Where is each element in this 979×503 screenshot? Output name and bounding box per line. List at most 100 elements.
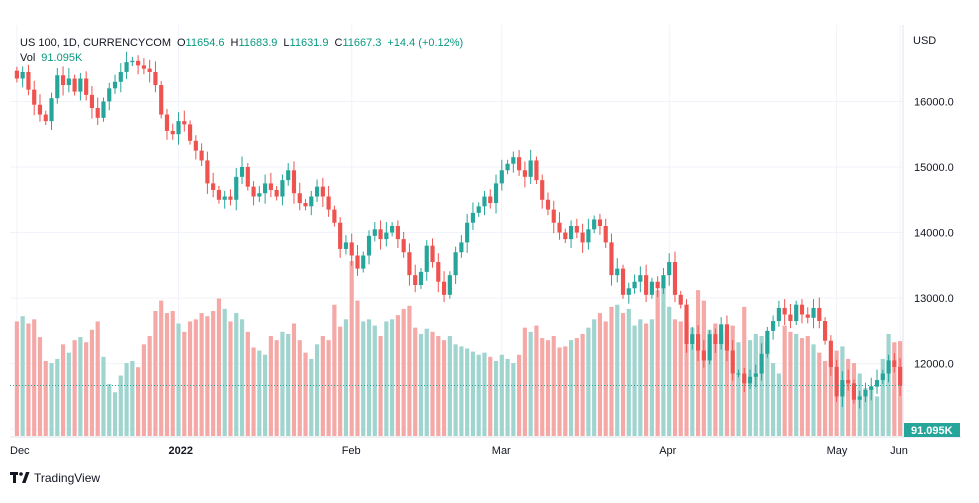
candle-body: [747, 376, 753, 384]
volume-bar: [297, 340, 302, 436]
candle-body: [234, 176, 239, 200]
volume-price-tag: [904, 423, 960, 437]
volume-bar: [788, 331, 793, 436]
candle-body: [811, 307, 816, 318]
volume-bar: [776, 373, 781, 436]
candle-body: [522, 170, 527, 177]
volume-bar: [26, 323, 31, 436]
volume-bar: [453, 344, 458, 436]
candle-body: [228, 196, 233, 200]
x-tick-label: Feb: [342, 445, 361, 457]
candle-body: [257, 193, 262, 197]
volume-bar: [286, 333, 291, 436]
volume-bar: [436, 336, 441, 436]
volume-bar: [239, 319, 245, 436]
volume-bar: [187, 321, 193, 436]
volume-bar: [234, 313, 239, 436]
volume-bar: [303, 352, 308, 436]
volume-bar: [632, 325, 637, 436]
candle-body: [20, 71, 25, 79]
volume-bar: [511, 363, 516, 436]
volume-bar: [528, 331, 533, 436]
candle-body: [684, 304, 689, 344]
candle-body: [615, 268, 620, 276]
volume-bar: [407, 305, 412, 436]
candle-body: [817, 307, 822, 322]
volume-bar: [78, 337, 83, 436]
volume-bar: [563, 346, 568, 436]
volume-bar: [805, 336, 810, 436]
candles: [14, 51, 903, 409]
symbol-title[interactable]: US 100, 1D, CURRENCYCOM: [20, 37, 171, 49]
volume-bar: [736, 342, 741, 436]
volume-bar: [782, 325, 787, 436]
volume-bar: [592, 319, 597, 436]
candle-body: [724, 324, 730, 351]
candle-body: [517, 157, 522, 171]
volume-label[interactable]: Vol: [20, 52, 36, 64]
candle-body: [580, 232, 585, 243]
volume-bar: [332, 304, 337, 436]
volume-bar: [263, 354, 268, 436]
candle-body: [470, 212, 476, 223]
candle-body: [332, 209, 337, 223]
volume-bar: [534, 325, 539, 436]
candle-body: [84, 78, 89, 95]
volume-bar: [695, 290, 701, 436]
x-tick-label: 2022: [169, 445, 193, 457]
volume-bar: [846, 358, 851, 436]
volume-bar: [176, 323, 181, 436]
volume-bar: [678, 321, 683, 436]
volume-bar: [366, 319, 372, 436]
candle-body: [78, 78, 83, 92]
candle-body: [788, 314, 793, 322]
candle-body: [89, 94, 95, 108]
high-value: 11683.9: [238, 37, 278, 49]
volume-bar: [193, 319, 198, 436]
low-label: L: [283, 37, 290, 49]
volume-bar: [309, 358, 314, 436]
volume-bar: [66, 352, 71, 436]
candle-body: [511, 157, 516, 164]
tradingview-branding[interactable]: TradingView: [10, 471, 100, 485]
candle-body: [534, 160, 539, 181]
candle-body: [638, 275, 643, 282]
candle-body: [551, 209, 556, 223]
volume-bar: [413, 327, 418, 436]
volume-bar: [880, 358, 885, 436]
currency-label[interactable]: USD: [913, 35, 937, 47]
candle-body: [216, 189, 222, 200]
volume-bar: [719, 333, 724, 436]
candle-body: [303, 203, 308, 207]
volume-bar: [182, 331, 187, 436]
volume-bar: [817, 352, 822, 436]
x-tick-label: Dec: [10, 445, 30, 457]
candle-body: [857, 396, 862, 400]
volume-bar: [141, 344, 146, 436]
candle-body: [263, 183, 268, 194]
candle-body: [26, 71, 31, 90]
volume-bar: [170, 311, 175, 436]
volume-bar: [690, 327, 695, 436]
volume-bar: [355, 300, 360, 436]
volume-bar: [620, 313, 626, 436]
candle-body: [211, 183, 216, 190]
volume-bar: [147, 336, 152, 436]
tradingview-logo-icon: [10, 472, 30, 483]
volume-bar: [684, 323, 689, 436]
candle-body: [49, 98, 54, 122]
candle-body: [355, 255, 360, 269]
candle-body: [603, 226, 608, 243]
low-value: 11631.9: [289, 37, 329, 49]
volume-bar: [759, 336, 764, 436]
volume-bar: [597, 313, 603, 436]
open-label: O: [176, 37, 186, 49]
candle-body: [626, 288, 631, 295]
candle-body: [413, 275, 418, 285]
candle-body: [609, 242, 614, 276]
volume-bar: [672, 319, 678, 436]
volume-value: 91.095K: [41, 52, 83, 64]
volume-bar: [644, 323, 649, 436]
volume-bar: [349, 261, 354, 436]
